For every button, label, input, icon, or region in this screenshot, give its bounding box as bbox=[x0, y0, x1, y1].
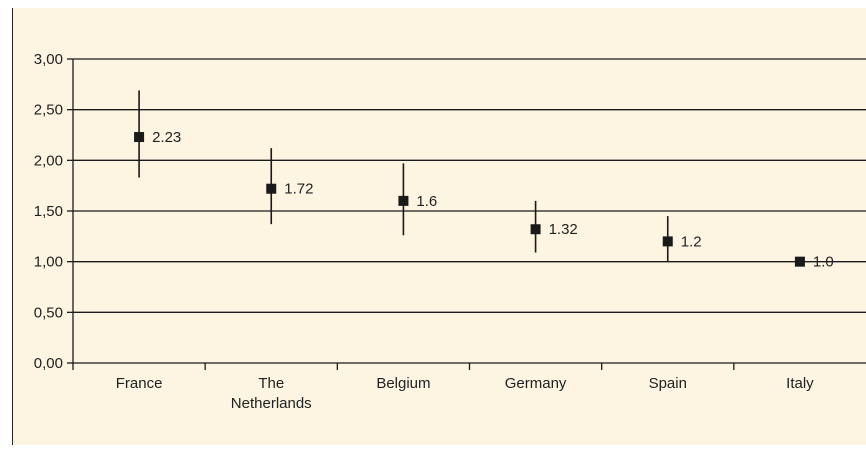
x-tick-label: Belgium bbox=[376, 375, 430, 392]
y-tick-label: 3,00 bbox=[34, 51, 63, 68]
data-point bbox=[266, 183, 277, 194]
x-tick-label: Germany bbox=[505, 375, 567, 392]
data-point bbox=[398, 195, 409, 206]
x-tick-label: The Netherlands bbox=[231, 375, 312, 412]
data-label: 1.0 bbox=[813, 254, 834, 271]
y-tick-label: 0,50 bbox=[34, 304, 63, 321]
error-bars bbox=[138, 90, 669, 262]
gridlines bbox=[73, 58, 866, 313]
x-tick-label: Spain bbox=[649, 375, 687, 392]
plot-area-background bbox=[12, 8, 866, 445]
y-tick-label: 1,00 bbox=[34, 254, 63, 271]
data-point bbox=[134, 132, 145, 143]
y-tick-label: 2,50 bbox=[34, 102, 63, 119]
data-label: 1.32 bbox=[549, 221, 578, 238]
y-tick-label: 0,00 bbox=[34, 355, 63, 372]
data-label: 2.23 bbox=[152, 129, 181, 146]
x-tick-label: France bbox=[116, 375, 163, 392]
data-point bbox=[530, 224, 541, 235]
y-tick-label: 2,00 bbox=[34, 152, 63, 169]
data-label: 1.2 bbox=[681, 233, 702, 250]
data-label: 1.72 bbox=[284, 181, 313, 198]
data-point bbox=[662, 236, 673, 247]
axes bbox=[67, 58, 866, 370]
data-point bbox=[794, 256, 805, 267]
data-points bbox=[134, 132, 805, 267]
data-labels: 2.23 1.72 1.6 1.32 1.2 1.0 bbox=[152, 129, 834, 271]
x-tick-label: Italy bbox=[786, 375, 814, 392]
x-tick-labels: France The Netherlands Belgium Germany Spain I… bbox=[116, 375, 814, 412]
data-label: 1.6 bbox=[416, 193, 437, 210]
y-tick-label: 1,50 bbox=[34, 203, 63, 220]
y-tick-labels: 0,00 0,50 1,00 1,50 2,00 2,50 3,00 bbox=[34, 51, 63, 372]
